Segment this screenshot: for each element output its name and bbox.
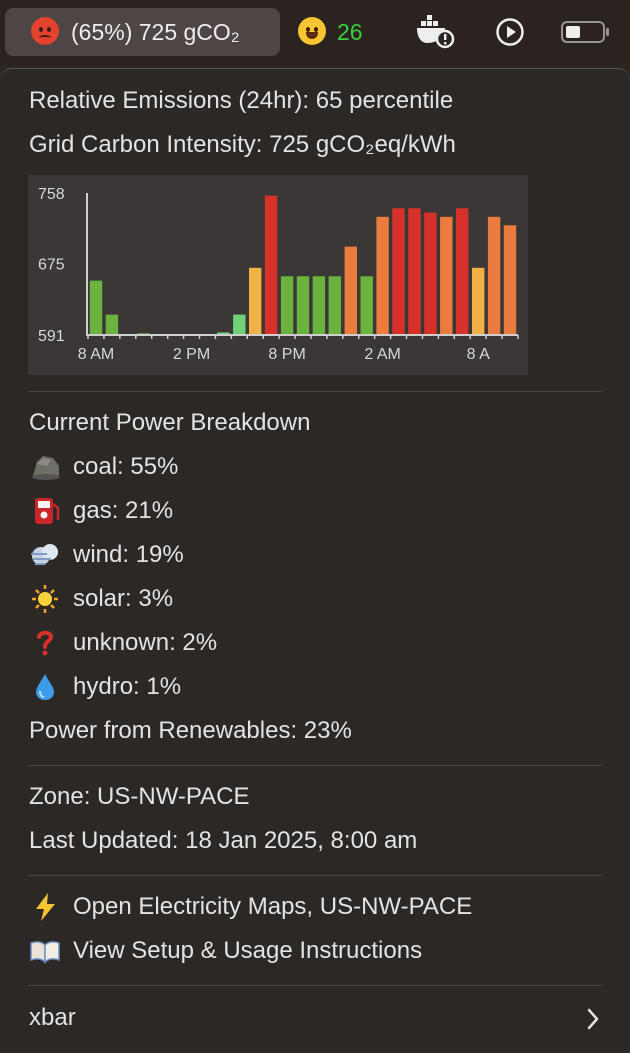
chart-bar (472, 267, 485, 335)
chart-x-tick-label: 8 PM (268, 346, 305, 363)
open-maps-label: Open Electricity Maps, US-NW-PACE (73, 893, 473, 920)
face-count: 26 (337, 18, 363, 45)
breakdown-item-unknown: unknown: 2% (29, 628, 217, 658)
chart-bar (89, 280, 103, 335)
chart-y-tick-label: 675 (38, 257, 65, 274)
menu-bar: (65%) 725 gCO₂ 26 (0, 0, 630, 66)
breakdown-label: hydro: 1% (73, 673, 182, 700)
breakdown-item-solar: solar: 3% (29, 584, 173, 614)
chart-bar (408, 208, 421, 335)
chart-x-tick-label: 8 A (467, 346, 490, 363)
chart-bar (312, 276, 326, 335)
angry-face-icon (31, 17, 61, 47)
battery-icon[interactable] (558, 8, 614, 56)
separator (28, 875, 602, 876)
chart-bar (424, 212, 437, 335)
play-circle-icon[interactable] (492, 8, 528, 56)
chart-x-tick-label: 2 PM (173, 346, 210, 363)
last-updated-text: Last Updated: 18 Jan 2025, 8:00 am (29, 827, 418, 854)
breakdown-label: unknown: 2% (73, 629, 218, 656)
coal-icon (29, 452, 63, 482)
breakdown-title: Current Power Breakdown (29, 409, 311, 436)
relative-emissions-text: Relative Emissions (24hr): 65 percentile (29, 87, 454, 114)
chevron-right-icon[interactable] (586, 1007, 600, 1037)
dropdown-panel: Relative Emissions (24hr): 65 percentile… (0, 68, 630, 1053)
chart-bar (456, 208, 469, 335)
chart-y-tick-label: 758 (38, 186, 65, 203)
carbon-menu-label: (65%) 725 gCO₂ (71, 18, 240, 45)
carbon-menu-item[interactable]: (65%) 725 gCO₂ (5, 8, 280, 56)
chart-bar (105, 314, 119, 335)
separator (28, 765, 602, 766)
chart-bar (233, 314, 246, 335)
face-count-item[interactable]: 26 (298, 8, 363, 56)
water-drop-icon (29, 672, 63, 702)
chart-bar (376, 216, 389, 335)
sun-icon (29, 584, 63, 614)
chart-bar (360, 276, 373, 335)
chart-bar (249, 267, 262, 335)
view-setup-menu-item[interactable]: View Setup & Usage Instructions (29, 936, 422, 966)
open-maps-menu-item[interactable]: Open Electricity Maps, US-NW-PACE (29, 892, 472, 922)
separator (28, 391, 602, 392)
chart-bar (503, 225, 517, 335)
breakdown-label: gas: 21% (73, 497, 174, 524)
chart-bar (328, 276, 341, 335)
xbar-label: xbar (29, 1004, 76, 1031)
zone-text: Zone: US-NW-PACE (29, 783, 250, 810)
grinning-face-icon (298, 17, 328, 47)
chart-bar (296, 276, 310, 335)
breakdown-item-wind: wind: 19% (29, 540, 184, 570)
chart-bar (392, 208, 405, 335)
breakdown-item-gas: gas: 21% (29, 496, 173, 526)
view-setup-label: View Setup & Usage Instructions (73, 937, 423, 964)
chart-bar (487, 216, 501, 335)
fuel-pump-icon (29, 496, 63, 526)
emissions-chart: 758 675 591 8 AM 2 PM 8 PM 2 AM 8 A (28, 175, 528, 375)
wind-icon (29, 540, 63, 570)
chart-bar (264, 195, 278, 335)
xbar-menu-item[interactable]: xbar (29, 1003, 76, 1033)
lightning-icon (29, 892, 63, 922)
chart-bar (344, 246, 357, 335)
breakdown-label: wind: 19% (73, 541, 184, 568)
chart-x-tick-label: 8 AM (78, 346, 114, 363)
carbon-intensity-text: Grid Carbon Intensity: 725 gCO₂eq/kWh (29, 131, 456, 158)
renewables-text: Power from Renewables: 23% (29, 717, 352, 744)
chart-y-tick-label: 591 (38, 328, 65, 345)
chart-bar (440, 216, 453, 335)
breakdown-label: solar: 3% (73, 585, 174, 612)
open-book-icon (29, 936, 63, 966)
breakdown-item-hydro: hydro: 1% (29, 672, 181, 702)
separator (28, 985, 602, 986)
breakdown-label: coal: 55% (73, 453, 179, 480)
question-mark-icon (29, 628, 63, 658)
breakdown-item-coal: coal: 55% (29, 452, 178, 482)
docker-warning-icon[interactable] (412, 8, 458, 56)
chart-x-tick-label: 2 AM (364, 346, 400, 363)
chart-bar (280, 276, 294, 335)
chart-bar (217, 332, 230, 335)
